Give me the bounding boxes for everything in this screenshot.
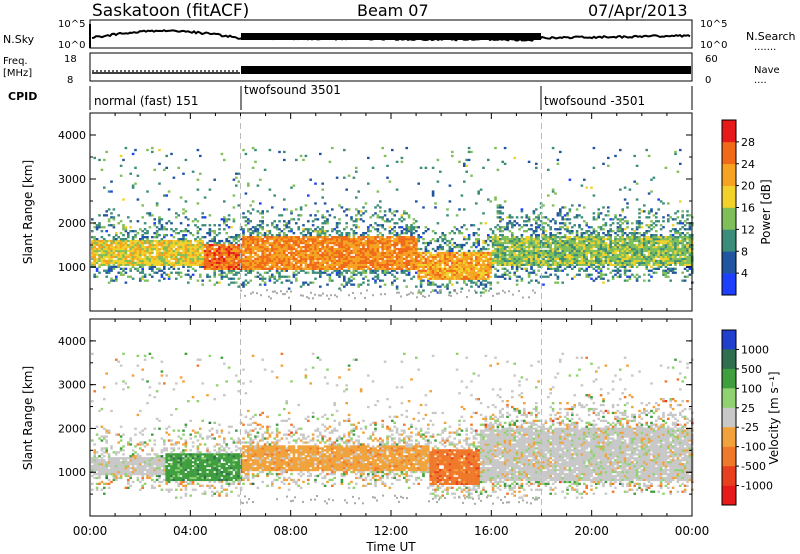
power-colorbar-swatch	[722, 185, 736, 208]
sky-panel: N.Sky 10^5 10^0 10^5 10^0 N.Search .....…	[3, 19, 796, 53]
power-colorbar-swatch	[722, 120, 736, 143]
sky-noise-band	[241, 33, 541, 40]
sky-left-tick-top: 10^5	[58, 19, 85, 30]
power-y-axis-label: Slant Range [km]	[21, 160, 35, 264]
power-colorbar-swatch	[722, 207, 736, 230]
velocity-y-tick-label: 3000	[58, 379, 86, 392]
power-colorbar: 4 8 12 16 20 24 28	[721, 119, 755, 296]
freq-label-line2: [MHz]	[3, 68, 32, 79]
power-colorbar-tick: 28	[741, 136, 755, 149]
cpid-label: CPID	[8, 90, 37, 103]
velocity-colorbar-swatch	[722, 330, 736, 350]
velocity-colorbar-swatch	[722, 446, 736, 467]
velocity-colorbar-swatch	[722, 427, 736, 447]
velocity-colorbar-tick: -100	[741, 441, 766, 454]
velocity-y-tick-label: 4000	[58, 335, 86, 348]
sky-right-tick-top: 10^5	[700, 19, 727, 30]
cpid-segment-1: normal (fast) 151	[94, 94, 198, 108]
power-colorbar-tick: 4	[741, 267, 748, 280]
power-colorbar-swatch	[722, 141, 736, 165]
sky-left-label: N.Sky	[3, 33, 35, 46]
velocity-colorbar-swatch	[722, 485, 736, 506]
freq-band-trace	[241, 66, 691, 74]
velocity-colorbar-swatch	[722, 349, 736, 370]
velocity-colorbar-tick: 25	[741, 402, 755, 415]
power-colorbar-swatch	[722, 163, 736, 186]
power-colorbar-swatch	[722, 229, 736, 252]
freq-label-line1: Freq.	[3, 56, 28, 67]
power-colorbar-tick: 16	[741, 202, 755, 215]
time-axis-label: Time UT	[365, 540, 416, 554]
freq-panel: Freq. [MHz] 18 8 60 0 Nave ....	[3, 52, 780, 86]
power-y-tick-label: 2000	[58, 217, 86, 230]
power-y-tick-label: 4000	[58, 129, 86, 142]
velocity-colorbar-label: Velocity [m s⁻¹]	[767, 371, 781, 464]
freq-left-tick-bottom: 8	[67, 75, 73, 86]
time-tick-label: 04:00	[173, 524, 208, 538]
power-y-tick-label: 1000	[58, 261, 86, 274]
power-heatmap	[91, 146, 694, 300]
freq-right-legend: ....	[754, 75, 767, 86]
cpid-segment-2: twofsound 3501	[244, 83, 341, 97]
velocity-colorbar-tick: 100	[741, 382, 762, 395]
time-tick-label: 20:00	[574, 524, 609, 538]
velocity-heatmap	[91, 352, 694, 505]
time-tick-label: 00:00	[675, 524, 710, 538]
date-title: 07/Apr/2013	[588, 1, 688, 20]
power-colorbar-tick: 12	[741, 223, 755, 236]
time-tick-label: 08:00	[273, 524, 308, 538]
time-axis-ticks: 00:00 04:00 08:00 12:00 16:00 20:00 00:00	[73, 524, 710, 538]
power-colorbar-swatch	[722, 273, 736, 296]
station-title: Saskatoon (fitACF)	[92, 1, 249, 21]
power-y-tick-label: 3000	[58, 173, 86, 186]
time-tick-label: 00:00	[73, 524, 108, 538]
power-axes: 1000 2000 3000 4000	[58, 113, 693, 311]
velocity-colorbar-tick: -25	[741, 421, 759, 434]
time-tick-label: 12:00	[374, 524, 409, 538]
velocity-colorbar-swatch	[722, 407, 736, 428]
velocity-y-tick-label: 2000	[58, 422, 86, 435]
power-colorbar-tick: 20	[741, 180, 755, 193]
power-colorbar-swatch	[722, 251, 736, 274]
sky-right-tick-bottom: 10^0	[700, 40, 727, 51]
velocity-colorbar-tick: 1000	[741, 343, 769, 356]
freq-right-label: Nave	[754, 65, 780, 76]
velocity-colorbar-swatch	[722, 388, 736, 408]
velocity-colorbar-swatch	[722, 466, 736, 486]
freq-right-tick-top: 60	[705, 54, 718, 65]
velocity-colorbar-tick: 500	[741, 363, 762, 376]
velocity-colorbar-tick: -1000	[741, 480, 773, 493]
freq-panel-frame	[89, 52, 693, 82]
time-tick-label: 16:00	[474, 524, 509, 538]
sky-right-legend: .......	[754, 42, 776, 53]
power-colorbar-tick: 8	[741, 245, 748, 258]
freq-left-tick-top: 18	[64, 54, 77, 65]
power-panel: 1000 2000 3000 4000 Slant Range [km] 4 8 12 16…	[21, 112, 773, 312]
freq-right-tick-bottom: 0	[705, 75, 711, 86]
sky-left-tick-bottom: 10^0	[58, 40, 85, 51]
cpid-panel: CPID normal (fast) 151 twofsound 3501 tw…	[8, 83, 693, 110]
beam-title: Beam 07	[357, 1, 429, 20]
velocity-panel: 1000 2000 3000 4000 Slant Range [km] 1000 50…	[21, 318, 781, 517]
velocity-colorbar-swatch	[722, 368, 736, 389]
velocity-colorbar-tick: -500	[741, 460, 766, 473]
power-colorbar-label: Power [dB]	[759, 179, 773, 244]
sky-right-label: N.Search	[746, 30, 796, 43]
velocity-axes: 1000 2000 3000 4000	[58, 319, 693, 516]
cpid-segment-3: twofsound -3501	[544, 94, 645, 108]
velocity-y-axis-label: Slant Range [km]	[21, 366, 35, 470]
velocity-y-tick-label: 1000	[58, 466, 86, 479]
velocity-colorbar: 1000 500 100 25 -25 -100 -500 -1000	[721, 329, 773, 506]
sky-noise-trace	[89, 24, 691, 48]
power-colorbar-tick: 24	[741, 158, 755, 171]
